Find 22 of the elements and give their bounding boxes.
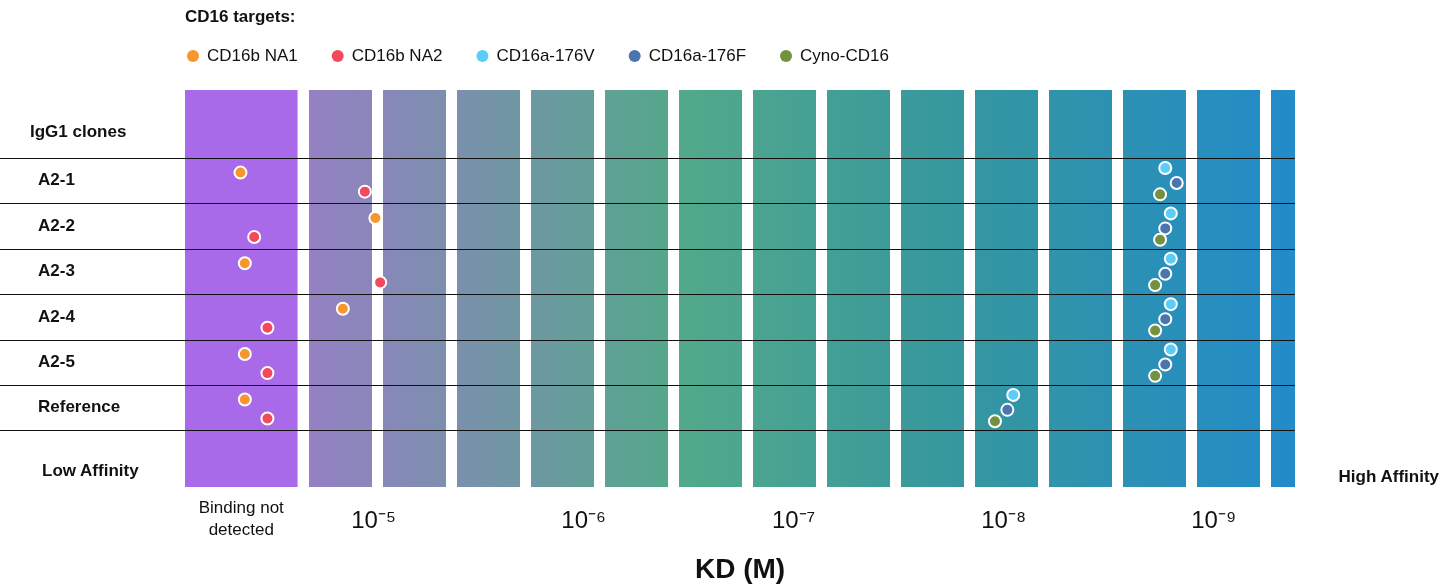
x-tick-label: 10⁻⁷	[771, 505, 816, 533]
x-tick-label: 10⁻⁸	[981, 505, 1027, 533]
y-axis-title: IgG1 clones	[30, 122, 127, 142]
y-tick-label: A2-4	[38, 306, 76, 326]
text: Low Affinity	[42, 460, 140, 480]
y-tick-label: A2-5	[38, 351, 75, 371]
legend-label: CD16b NA1	[207, 45, 298, 65]
text: High Affinity	[1338, 466, 1440, 486]
band-label: Binding not detected	[198, 497, 285, 539]
y-tick-label: Reference	[38, 397, 121, 417]
legend-label: CD16a-176F	[648, 45, 747, 65]
x-tick-label: 10⁻⁹	[1191, 505, 1237, 533]
y-tick-label: A2-2	[38, 215, 75, 235]
y-tick-label: A2-1	[38, 170, 75, 190]
legend-label: CD16b NA2	[351, 45, 443, 65]
y-tick-label: A2-3	[38, 261, 75, 281]
legend-label: CD16a-176V	[496, 45, 596, 65]
x-tick-label: 10⁻⁶	[561, 505, 606, 533]
x-tick-label: 10⁻⁵	[351, 505, 396, 533]
x-axis-title: KD (M)	[694, 552, 786, 584]
legend-label: Cyno-CD16	[800, 45, 889, 65]
legend-title: CD16 targets:	[185, 6, 296, 26]
